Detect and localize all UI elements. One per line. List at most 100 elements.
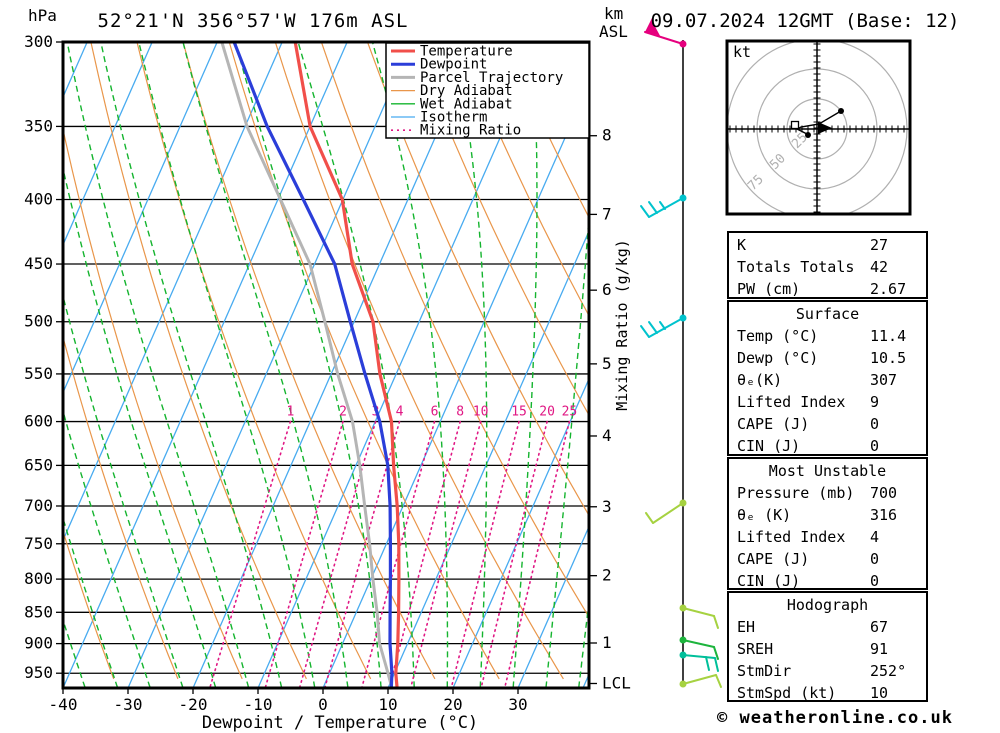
height-axis: 1 2 3 4 5 6 7 8 LCL xyxy=(589,126,631,692)
svg-text:-10: -10 xyxy=(244,695,273,714)
stat-row: CIN (J) 0 xyxy=(729,570,926,592)
svg-text:75: 75 xyxy=(745,172,767,194)
stat-value: 0 xyxy=(870,550,880,568)
wind-barb xyxy=(679,651,719,672)
stat-value: 0 xyxy=(870,415,880,433)
svg-text:3: 3 xyxy=(602,497,612,516)
svg-text:Parcel Trajectory: Parcel Trajectory xyxy=(420,70,563,86)
svg-text:kt: kt xyxy=(733,43,751,61)
panel-title: Surface xyxy=(795,305,860,323)
svg-text:10: 10 xyxy=(378,695,397,714)
temperature-axis: -40 -30 -20 -10 0 10 20 30 Dewpoint / Temperatur… xyxy=(49,688,528,733)
wind-barb xyxy=(644,18,687,48)
mixing-ratio-lines xyxy=(209,420,571,688)
svg-text:2: 2 xyxy=(339,405,347,420)
svg-text:6: 6 xyxy=(431,405,439,420)
height-axis-unit: km xyxy=(604,4,624,23)
panel-title: Hodograph xyxy=(786,596,869,614)
parcel-trajectory-curve xyxy=(220,42,394,688)
height-axis-unit-2: ASL xyxy=(599,22,628,41)
svg-text:6: 6 xyxy=(602,280,612,299)
svg-text:500: 500 xyxy=(24,312,53,331)
wind-barb xyxy=(645,499,687,524)
stat-row: PW (cm) 2.67 xyxy=(729,278,926,300)
stat-row: θₑ (K) 316 xyxy=(729,504,926,526)
svg-text:1: 1 xyxy=(286,405,294,420)
stats-panel-most-unstable: Most Unstable Pressure (mb) 700 θₑ (K) 316 Li… xyxy=(727,457,928,590)
svg-text:Wet Adiabat: Wet Adiabat xyxy=(420,96,513,112)
stat-row: Temp (°C) 11.4 xyxy=(729,325,926,347)
station-title: 52°21'N 356°57'W 176m ASL xyxy=(97,10,409,32)
stat-value: 307 xyxy=(870,371,898,389)
stat-value: 91 xyxy=(870,640,889,658)
stat-row: Pressure (mb) 700 xyxy=(729,482,926,504)
svg-text:8: 8 xyxy=(602,126,612,145)
svg-text:Mixing Ratio (g/kg): Mixing Ratio (g/kg) xyxy=(613,239,631,411)
stat-value: 0 xyxy=(870,437,880,455)
stat-value: 4 xyxy=(870,528,880,546)
svg-text:Isotherm: Isotherm xyxy=(420,110,487,126)
stat-label: CAPE (J) xyxy=(737,415,810,433)
svg-text:950: 950 xyxy=(24,663,53,682)
stat-label: Lifted Index xyxy=(737,528,846,546)
svg-text:4: 4 xyxy=(396,405,404,420)
stat-value: 0 xyxy=(870,572,880,590)
copyright: © weatheronline.co.uk xyxy=(717,708,953,728)
svg-text:Dewpoint: Dewpoint xyxy=(420,57,487,73)
stats-panel-surface: Surface Temp (°C) 11.4 Dewp (°C) 10.5 θₑ(K) 30… xyxy=(727,300,928,456)
stat-label: StmSpd (kt) xyxy=(737,684,837,702)
stat-value: 67 xyxy=(870,618,889,636)
pressure-axis-unit: hPa xyxy=(28,6,57,25)
plot-frame xyxy=(61,40,591,690)
stat-label: Temp (°C) xyxy=(737,327,819,345)
svg-text:4: 4 xyxy=(602,426,612,445)
stats-panel-indices: K 27 Totals Totals 42 PW (cm) 2.67 xyxy=(727,231,928,299)
stat-row: CIN (J) 0 xyxy=(729,435,926,457)
svg-text:300: 300 xyxy=(24,32,53,51)
svg-text:Mixing Ratio: Mixing Ratio xyxy=(420,123,521,139)
stat-value: 2.67 xyxy=(870,280,907,298)
stat-row: Lifted Index 9 xyxy=(729,391,926,413)
svg-text:Dry Adiabat: Dry Adiabat xyxy=(420,83,513,99)
svg-text:700: 700 xyxy=(24,496,53,515)
svg-text:-20: -20 xyxy=(179,695,208,714)
svg-text:-30: -30 xyxy=(114,695,143,714)
svg-text:850: 850 xyxy=(24,602,53,621)
pressure-gridlines: 300 350 400 450 500 550 600 650 700 750 800 850 900 9… xyxy=(24,32,589,682)
svg-text:10: 10 xyxy=(473,405,489,420)
wind-barb xyxy=(640,314,687,338)
stat-label: SREH xyxy=(737,640,774,658)
wind-barb xyxy=(679,674,722,688)
stat-value: 11.4 xyxy=(870,327,907,345)
wind-barb-column xyxy=(640,18,722,688)
svg-text:2: 2 xyxy=(602,566,612,585)
svg-text:15: 15 xyxy=(511,405,527,420)
svg-text:1: 1 xyxy=(602,633,612,652)
svg-text:5: 5 xyxy=(602,354,612,373)
svg-text:8: 8 xyxy=(456,405,464,420)
stat-label: θₑ (K) xyxy=(737,506,792,524)
stat-label: CIN (J) xyxy=(737,437,801,455)
stat-value: 27 xyxy=(870,236,889,254)
svg-text:30: 30 xyxy=(508,695,527,714)
stat-value: 10 xyxy=(870,684,889,702)
svg-text:50: 50 xyxy=(767,151,789,173)
svg-text:550: 550 xyxy=(24,364,53,383)
stat-row: Lifted Index 4 xyxy=(729,526,926,548)
stat-row: CAPE (J) 0 xyxy=(729,548,926,570)
svg-text:350: 350 xyxy=(24,116,53,135)
svg-text:400: 400 xyxy=(24,190,53,209)
wind-barb xyxy=(679,604,719,629)
stat-row: EH 67 xyxy=(729,616,926,638)
mixing-axis-title: Mixing Ratio (g/kg) xyxy=(613,239,631,411)
stat-value: 10.5 xyxy=(870,349,907,367)
svg-text:900: 900 xyxy=(24,634,53,653)
svg-text:Dewpoint / Temperature (°C): Dewpoint / Temperature (°C) xyxy=(202,713,478,733)
stat-label: EH xyxy=(737,618,756,636)
stat-row: StmDir 252° xyxy=(729,660,926,682)
stat-row: θₑ(K) 307 xyxy=(729,369,926,391)
svg-text:600: 600 xyxy=(24,412,53,431)
